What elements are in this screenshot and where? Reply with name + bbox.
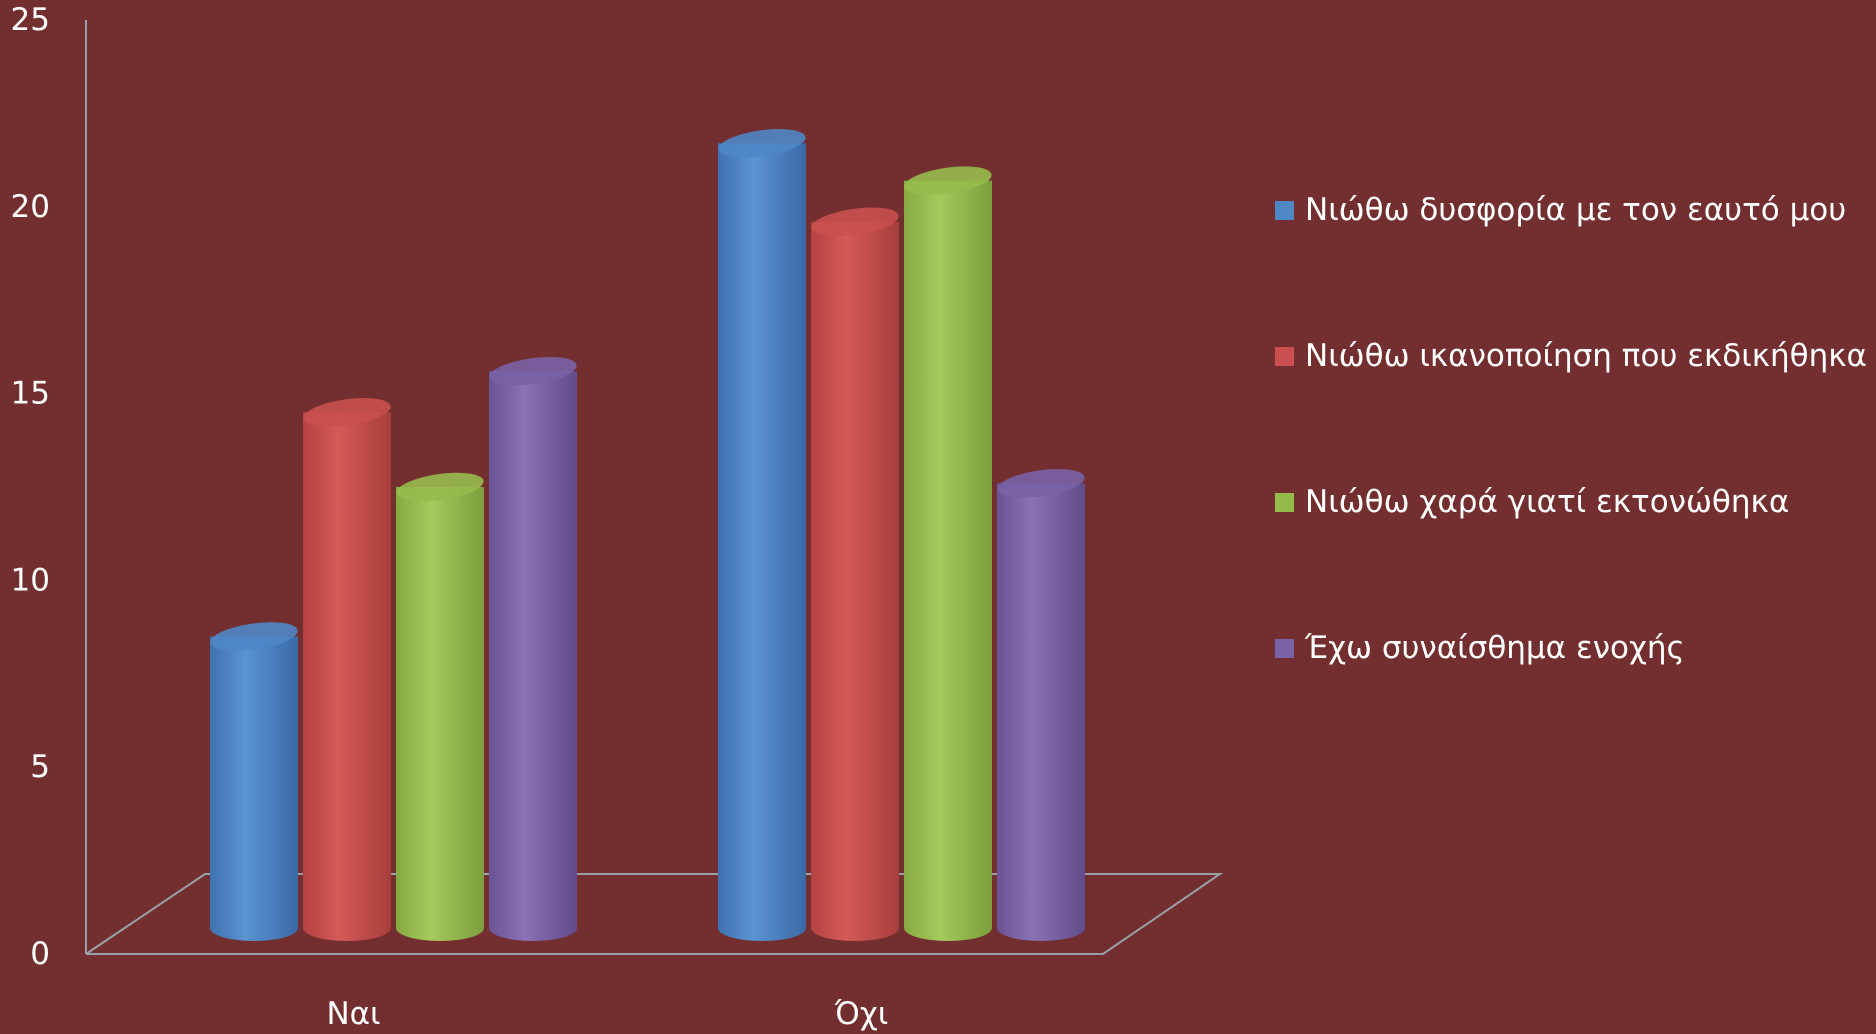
bar-cap xyxy=(811,207,899,236)
x-category-labels: Ναι Όχι xyxy=(326,996,888,1032)
bar-cap xyxy=(904,166,992,195)
bar xyxy=(396,472,484,941)
legend-label-2: Νιώθω ικανοποίηση που εκδικήθηκα xyxy=(1305,338,1867,374)
legend-swatch-1 xyxy=(1275,200,1294,220)
bar-body xyxy=(811,221,899,941)
bar xyxy=(210,622,298,941)
chart-floor xyxy=(85,873,1224,955)
bar xyxy=(489,356,577,942)
bar xyxy=(904,166,992,941)
legend-item-3: Νιώθω χαρά γιατί εκτονώθηκα xyxy=(1275,482,1867,522)
bar-cap xyxy=(997,469,1085,498)
y-tick-label: 25 xyxy=(11,2,50,38)
bar-body xyxy=(396,487,484,941)
bar-series xyxy=(210,129,1085,942)
y-tick-label: 10 xyxy=(11,562,50,598)
legend-item-1: Νιώθω δυσφορία με τον εαυτό μου xyxy=(1275,190,1867,230)
legend-swatch-4 xyxy=(1275,638,1294,658)
bar-body xyxy=(210,636,298,941)
bar-body xyxy=(997,483,1085,941)
legend-item-2: Νιώθω ικανοποίηση που εκδικήθηκα xyxy=(1275,336,1867,376)
bar-body xyxy=(904,180,992,941)
y-tick-label: 0 xyxy=(30,936,50,972)
bar-body xyxy=(303,412,391,941)
legend-label-4: Έχω συναίσθημα ενοχής xyxy=(1305,630,1685,666)
legend-swatch-2 xyxy=(1275,346,1294,366)
bar-cap xyxy=(718,129,806,158)
y-tick-label: 5 xyxy=(30,749,50,785)
bar-cap xyxy=(210,622,298,651)
x-category-label: Όχι xyxy=(834,996,889,1032)
bar xyxy=(303,398,391,941)
bar-body xyxy=(718,143,806,942)
floor-outline xyxy=(85,873,1224,955)
bar xyxy=(718,129,806,942)
legend-label-3: Νιώθω χαρά γιατί εκτονώθηκα xyxy=(1305,484,1790,520)
bar xyxy=(997,469,1085,941)
y-tick-labels: 0 5 10 15 20 25 xyxy=(11,2,50,972)
x-category-label: Ναι xyxy=(326,996,380,1032)
y-tick-label: 15 xyxy=(11,376,50,412)
legend-swatch-3 xyxy=(1275,492,1294,512)
legend-label-1: Νιώθω δυσφορία με τον εαυτό μου xyxy=(1305,192,1847,228)
bar-body xyxy=(489,371,577,942)
legend: Νιώθω δυσφορία με τον εαυτό μου Νιώθω ικ… xyxy=(1275,190,1867,774)
y-tick-label: 20 xyxy=(11,189,50,225)
bar-cap xyxy=(489,356,577,386)
bar-cap xyxy=(396,472,484,502)
bar-cap xyxy=(303,398,391,427)
bar xyxy=(811,207,899,941)
legend-item-4: Έχω συναίσθημα ενοχής xyxy=(1275,628,1867,668)
